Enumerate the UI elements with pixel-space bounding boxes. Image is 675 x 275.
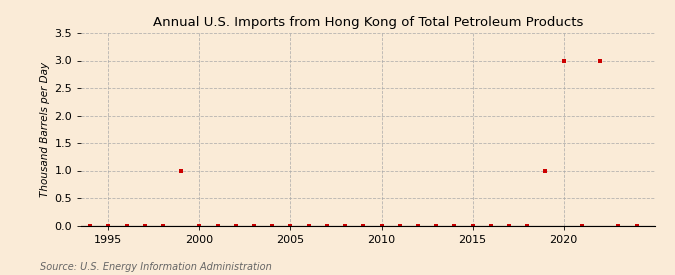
Y-axis label: Thousand Barrels per Day: Thousand Barrels per Day: [40, 62, 50, 197]
Text: Source: U.S. Energy Information Administration: Source: U.S. Energy Information Administ…: [40, 262, 272, 272]
Title: Annual U.S. Imports from Hong Kong of Total Petroleum Products: Annual U.S. Imports from Hong Kong of To…: [153, 16, 583, 29]
